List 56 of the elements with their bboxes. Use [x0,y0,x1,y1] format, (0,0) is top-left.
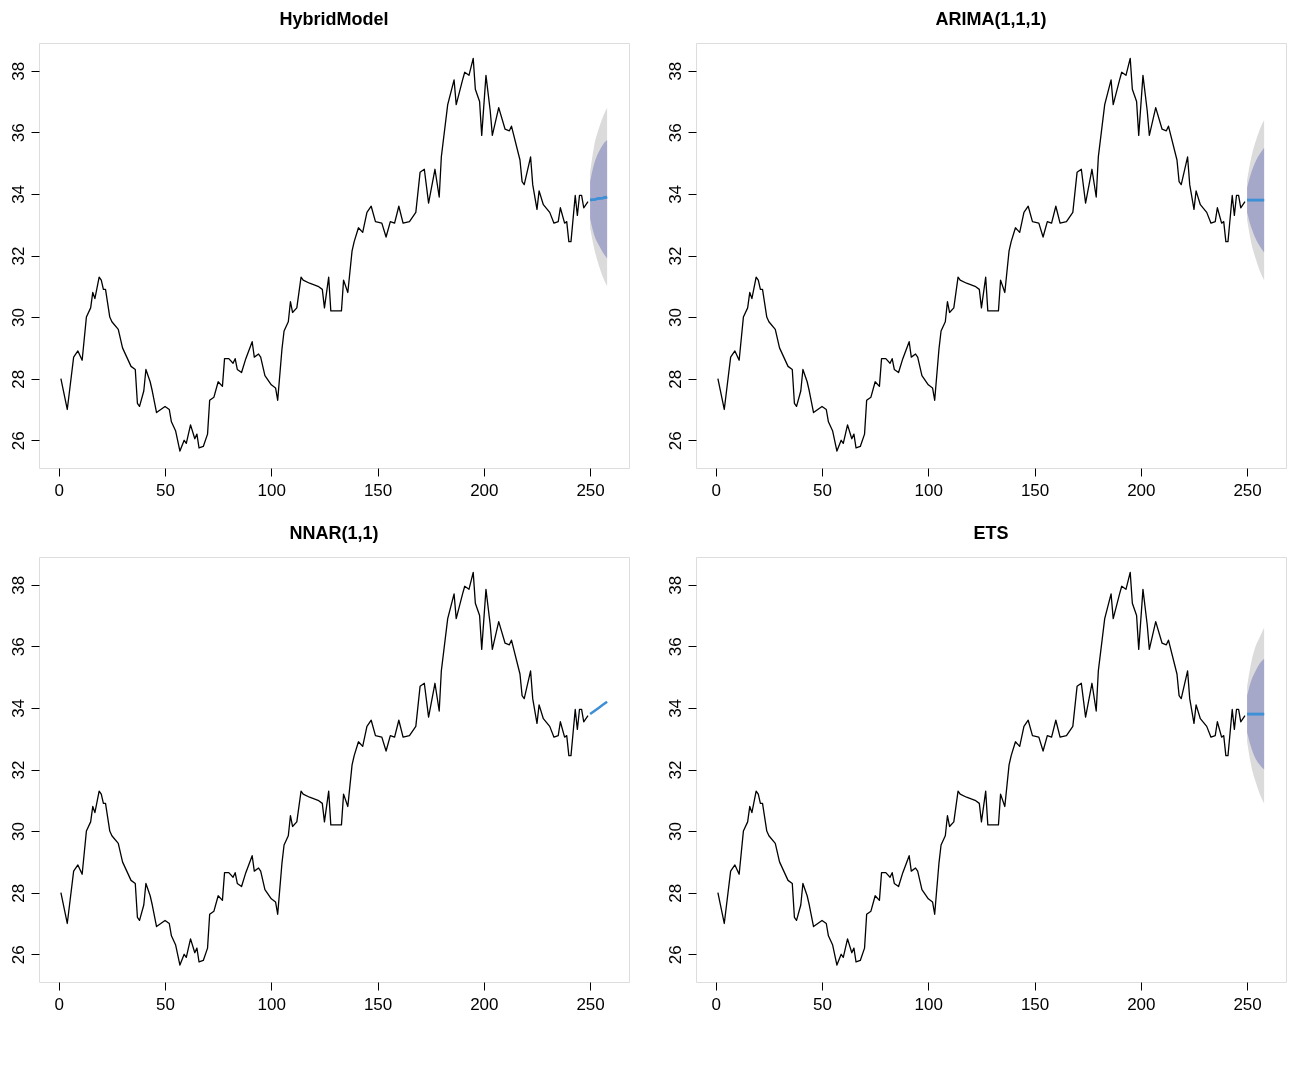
chart-title: ARIMA(1,1,1) [935,9,1047,29]
x-tick-label: 200 [1127,480,1156,500]
x-tick-label: 150 [363,994,393,1014]
y-tick-label: 30 [665,308,685,328]
y-tick-label: 28 [665,369,685,389]
x-tick-label: 100 [914,480,943,500]
x-tick-label: 50 [813,480,832,500]
y-tick-label: 28 [665,883,685,903]
y-tick-label: 32 [665,246,685,266]
x-tick-label: 100 [257,994,286,1014]
y-tick-label: 34 [8,698,28,718]
y-tick-label: 32 [8,760,28,780]
y-tick-label: 38 [665,61,685,81]
x-tick-label: 50 [156,994,175,1014]
y-tick-label: 30 [8,822,28,842]
x-tick-label: 0 [54,994,64,1014]
x-tick-label: 0 [711,994,721,1014]
y-tick-label: 36 [8,123,28,143]
chart-title: ETS [973,523,1009,543]
y-tick-label: 26 [8,945,28,965]
chart-title: NNAR(1,1) [289,523,379,543]
y-tick-label: 26 [8,431,28,451]
y-tick-label: 36 [665,123,685,143]
x-tick-label: 100 [914,994,943,1014]
x-tick-label: 250 [1233,480,1262,500]
x-tick-label: 250 [576,994,605,1014]
y-tick-label: 26 [665,945,685,965]
x-tick-label: 0 [711,480,721,500]
y-tick-label: 34 [665,698,685,718]
x-tick-label: 50 [156,480,175,500]
x-tick-label: 200 [470,480,499,500]
x-tick-label: 250 [576,480,605,500]
y-tick-label: 30 [8,308,28,328]
chart-title: HybridModel [279,9,389,29]
x-tick-label: 200 [470,994,499,1014]
y-tick-label: 30 [665,822,685,842]
y-tick-label: 38 [8,61,28,81]
x-tick-label: 50 [813,994,832,1014]
y-tick-label: 28 [8,369,28,389]
y-tick-label: 28 [8,883,28,903]
x-tick-label: 250 [1233,994,1262,1014]
x-tick-label: 200 [1127,994,1156,1014]
y-tick-label: 36 [665,637,685,657]
y-tick-label: 32 [665,760,685,780]
y-tick-label: 34 [8,184,28,204]
y-tick-label: 36 [8,637,28,657]
x-tick-label: 150 [363,480,393,500]
x-tick-label: 100 [257,480,286,500]
y-tick-label: 38 [665,575,685,595]
y-tick-label: 32 [8,246,28,266]
x-tick-label: 150 [1020,994,1050,1014]
y-tick-label: 26 [665,431,685,451]
y-tick-label: 34 [665,184,685,204]
x-tick-label: 150 [1020,480,1050,500]
y-tick-label: 38 [8,575,28,595]
x-tick-label: 0 [54,480,64,500]
